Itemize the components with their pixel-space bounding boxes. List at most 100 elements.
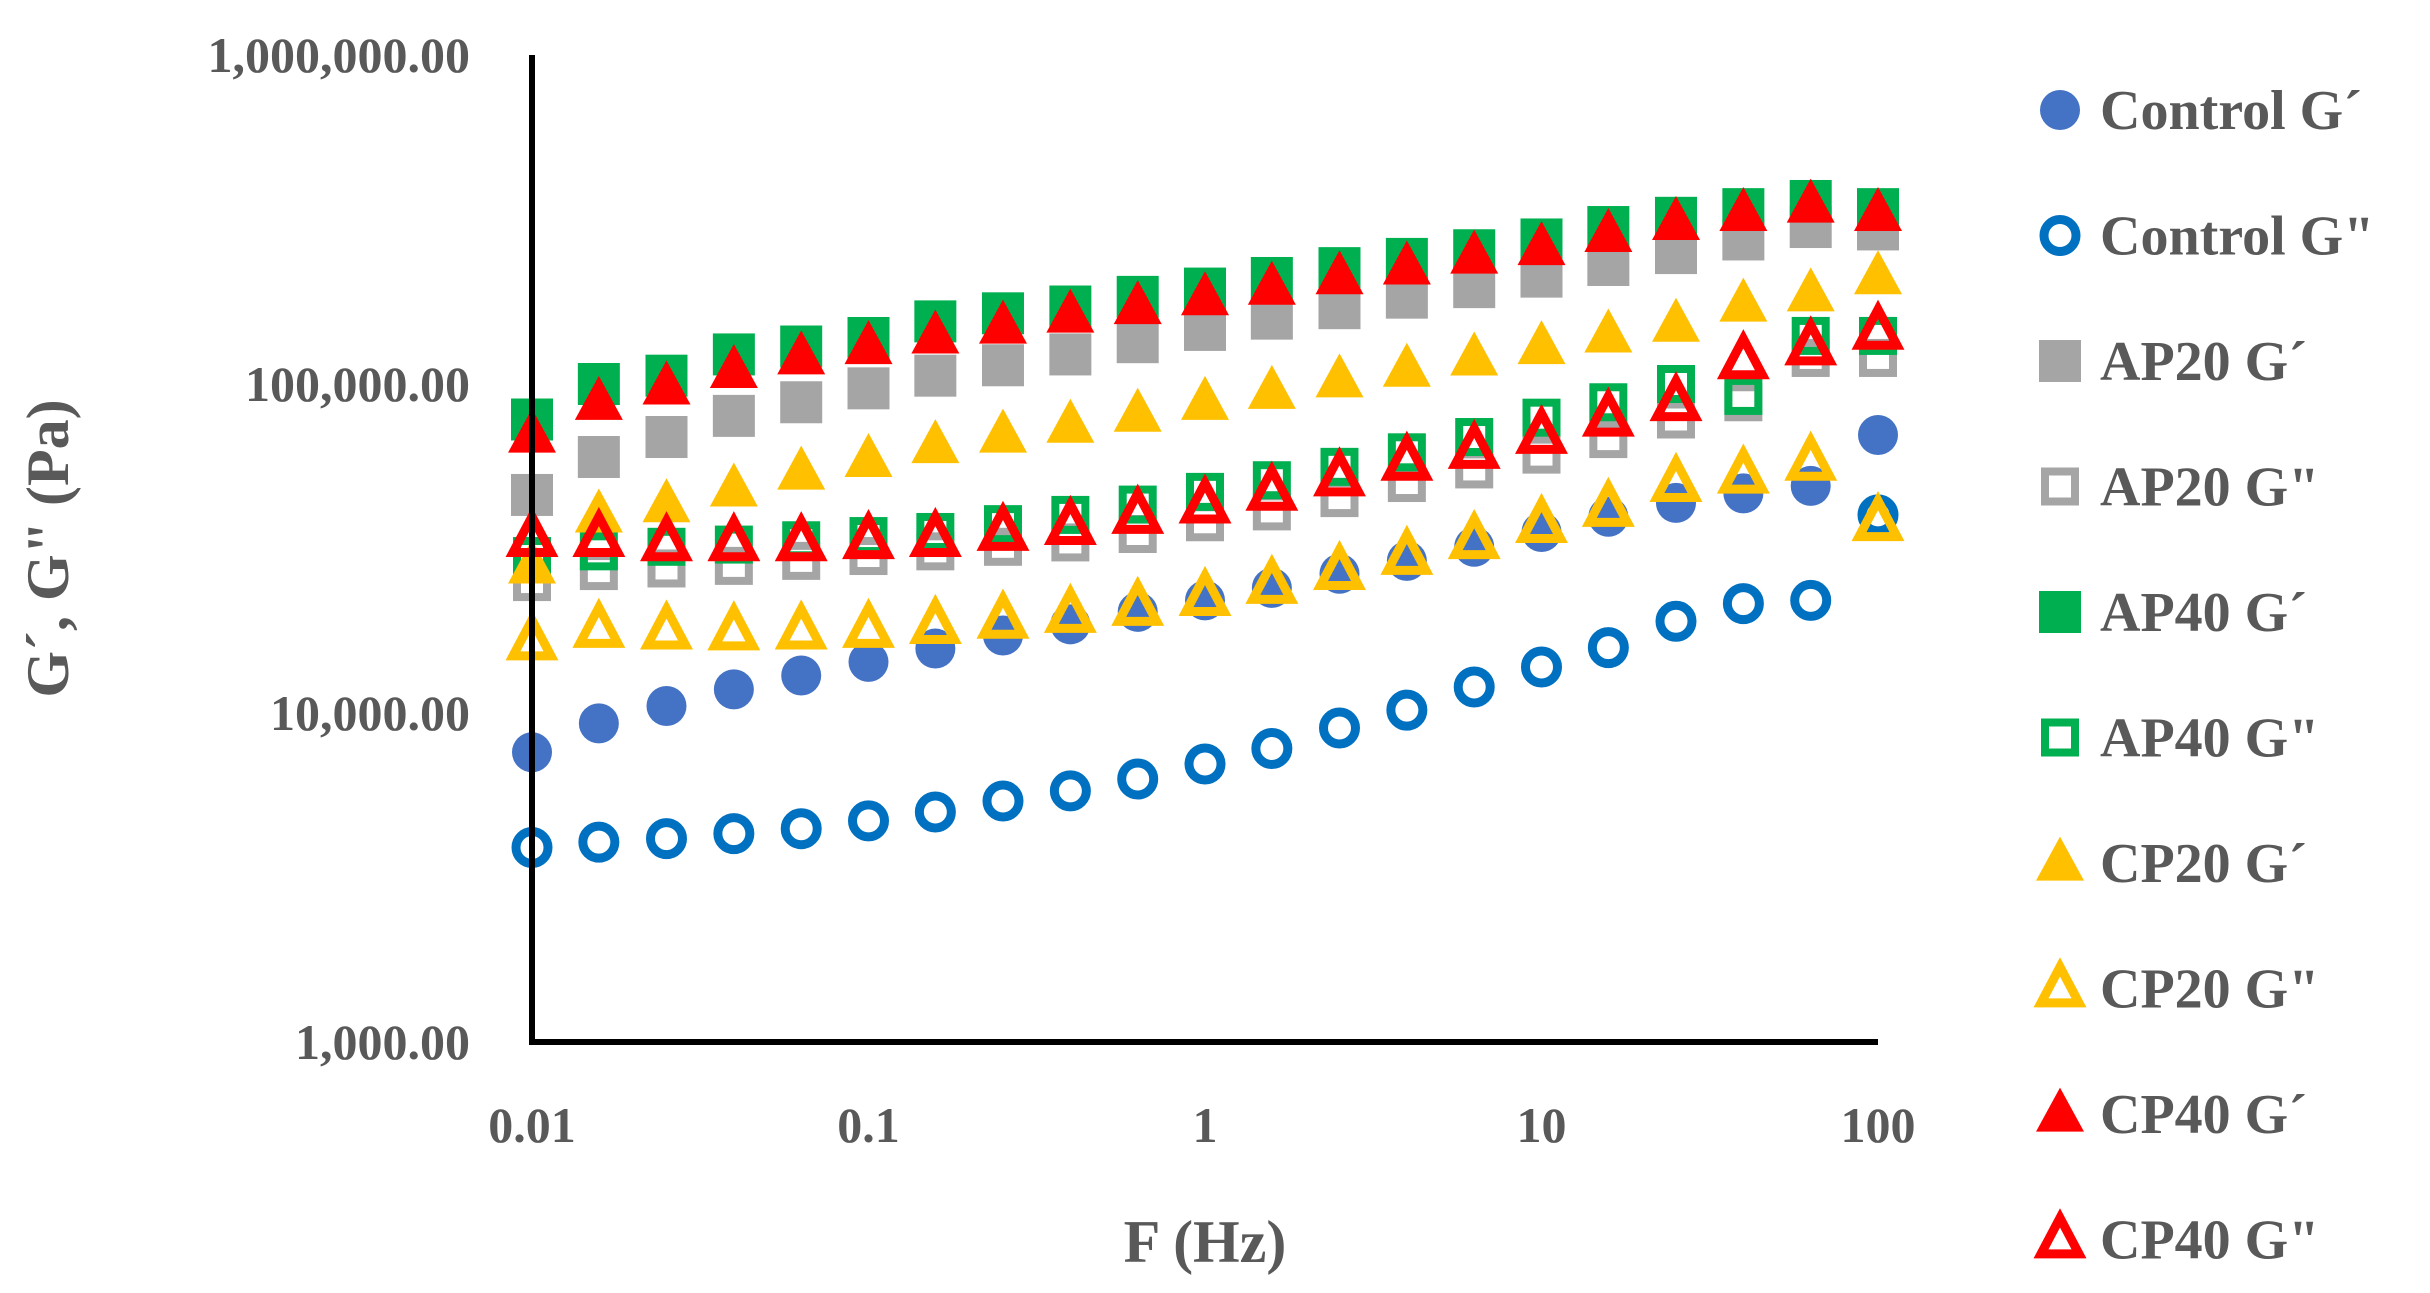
data-point	[1656, 365, 1695, 403]
data-point	[1181, 375, 1229, 420]
data-point	[1724, 376, 1763, 415]
legend-marker	[2041, 467, 2079, 506]
data-point	[1581, 386, 1635, 437]
data-point	[1450, 229, 1499, 274]
data-point	[1453, 666, 1495, 708]
data-point	[1313, 539, 1366, 590]
data-point	[578, 821, 620, 863]
data-point	[1184, 743, 1226, 785]
legend-marker	[2039, 340, 2081, 382]
legend-item: AP20 G´	[2039, 331, 2307, 393]
data-point	[1786, 267, 1835, 312]
data-point	[1851, 299, 1905, 350]
data-point	[1315, 250, 1364, 295]
data-point	[1380, 430, 1434, 481]
data-point	[1380, 524, 1434, 575]
y-tick-label: 1,000,000.00	[208, 27, 471, 83]
data-point	[978, 299, 1027, 344]
x-tick-label: 10	[1517, 1097, 1567, 1153]
data-point	[1116, 321, 1159, 364]
data-point	[1581, 476, 1635, 527]
legend-item: Control G"	[2039, 206, 2374, 268]
data-point	[1589, 420, 1628, 459]
data-point	[908, 593, 962, 645]
data-point	[1455, 450, 1494, 489]
y-tick-label: 100,000.00	[245, 356, 470, 412]
data-point	[1584, 207, 1633, 252]
legend-label: AP40 G"	[2100, 708, 2319, 770]
data-point	[1178, 473, 1232, 524]
data-point	[1245, 553, 1299, 604]
data-point	[1649, 371, 1703, 422]
data-point	[844, 432, 893, 477]
legend-item: AP40 G"	[2041, 708, 2319, 770]
data-point	[1719, 187, 1768, 232]
legend-label: CP20 G"	[2100, 959, 2319, 1021]
data-point	[645, 818, 687, 860]
data-point	[844, 320, 893, 365]
data-point	[1786, 178, 1835, 223]
data-point	[1251, 728, 1293, 770]
legend-label: AP20 G"	[2100, 457, 2319, 519]
data-point	[1043, 582, 1097, 633]
data-point	[1450, 331, 1499, 376]
data-point	[642, 360, 691, 405]
data-point	[1181, 271, 1229, 316]
data-point	[714, 546, 753, 585]
data-point	[1854, 250, 1902, 295]
data-point	[1247, 260, 1296, 305]
data-point	[1584, 308, 1633, 353]
data-point	[777, 445, 826, 490]
series-control-g	[512, 414, 1898, 773]
data-point	[642, 478, 691, 523]
x-tick-label: 100	[1841, 1097, 1916, 1153]
series-cp20-g	[505, 430, 1905, 661]
data-point	[981, 344, 1024, 387]
data-point	[1382, 342, 1431, 387]
data-point	[780, 381, 823, 424]
legend-label: CP40 G"	[2100, 1210, 2319, 1272]
data-point	[1858, 414, 1898, 455]
series-cp20-g	[508, 250, 1902, 584]
data-point	[579, 552, 618, 591]
data-point	[848, 800, 889, 842]
data-point	[707, 511, 761, 562]
data-point	[777, 330, 826, 375]
data-point	[707, 600, 761, 651]
data-point	[1043, 494, 1097, 545]
data-point	[640, 599, 693, 650]
data-point	[847, 367, 890, 410]
data-point	[1522, 435, 1561, 474]
data-point	[1245, 460, 1299, 511]
data-point	[1117, 758, 1159, 800]
data-point	[1046, 288, 1095, 333]
legend-item: AP20 G"	[2041, 457, 2319, 519]
data-point	[1049, 770, 1091, 812]
data-point	[709, 462, 758, 507]
x-tick-labels: 0.01 0.1 1 10 100	[488, 1097, 1915, 1153]
data-point	[1313, 446, 1366, 497]
data-point	[578, 703, 619, 744]
data-point	[1247, 364, 1296, 409]
data-point	[842, 509, 895, 560]
data-point	[1113, 387, 1162, 432]
legend-marker	[2033, 1208, 2087, 1259]
data-point	[646, 686, 687, 727]
legend-item: CP40 G´	[2036, 1084, 2307, 1146]
legend-marker	[2040, 90, 2080, 130]
data-point	[1111, 575, 1165, 626]
data-point	[713, 669, 754, 710]
series-cp40-g	[508, 178, 1902, 453]
data-point	[1854, 187, 1902, 232]
data-point	[848, 641, 889, 682]
data-point	[1517, 320, 1566, 365]
data-point	[1521, 646, 1562, 688]
data-point	[1784, 315, 1838, 366]
legend-label: CP40 G´	[2100, 1084, 2307, 1146]
data-point	[1252, 492, 1291, 531]
data-point	[1111, 483, 1165, 534]
data-point	[1515, 492, 1568, 544]
legend-label: AP40 G´	[2100, 582, 2307, 644]
legend-item: CP20 G´	[2036, 833, 2307, 895]
